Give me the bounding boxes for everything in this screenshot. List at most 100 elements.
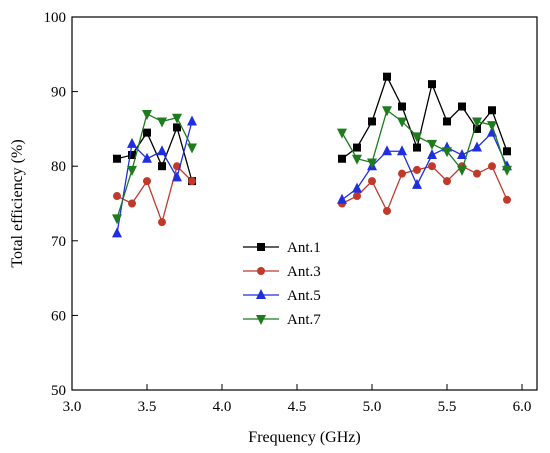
data-point (457, 165, 467, 176)
data-point (472, 141, 482, 152)
data-point (128, 151, 136, 160)
data-point (157, 145, 167, 156)
data-point (172, 171, 182, 182)
series-layer (112, 72, 512, 238)
data-point (353, 143, 361, 152)
data-point (127, 165, 137, 176)
y-tick-label: 100 (44, 10, 67, 26)
series-line (116, 113, 193, 219)
series-line (116, 121, 193, 234)
series-ant-1 (113, 72, 511, 186)
y-tick-label: 90 (51, 85, 66, 101)
data-point (352, 154, 362, 165)
data-point (353, 192, 361, 201)
data-point (143, 177, 151, 186)
data-point (367, 158, 377, 169)
data-point (143, 128, 151, 137)
data-point (113, 192, 121, 201)
data-point (352, 182, 362, 193)
data-point (443, 117, 451, 126)
legend-marker (257, 243, 265, 251)
series-ant-7 (112, 106, 512, 225)
data-point (337, 193, 347, 204)
data-point (382, 145, 392, 156)
x-tick-label: 4.0 (213, 399, 232, 415)
data-point (428, 80, 436, 89)
x-axis-title: Frequency (GHz) (248, 429, 360, 446)
data-point (473, 124, 481, 133)
data-point (413, 165, 421, 174)
legend-label: Ant.1 (287, 240, 321, 256)
x-tick-label: 5.5 (438, 399, 457, 415)
x-tick-label: 5.0 (363, 399, 382, 415)
legend-marker (256, 315, 266, 325)
data-point (368, 177, 376, 186)
data-point (398, 102, 406, 111)
data-point (443, 177, 451, 186)
data-point (397, 145, 407, 156)
data-point (113, 154, 121, 163)
y-tick-label: 70 (51, 234, 66, 250)
data-point (173, 123, 181, 132)
legend-label: Ant.7 (287, 312, 321, 328)
data-point (398, 169, 406, 178)
data-point (472, 117, 482, 128)
data-point (368, 117, 376, 126)
series-ant-3 (113, 162, 511, 227)
x-tick-label: 6.0 (513, 399, 532, 415)
y-tick-label: 50 (51, 383, 66, 399)
data-point (383, 206, 391, 215)
data-point (112, 214, 122, 225)
data-point (158, 218, 166, 227)
axes: 3.0 3.5 4.0 4.5 5.0 5.5 6.0 50 60 70 80 90 100 (44, 10, 538, 415)
plot-frame (71, 16, 538, 391)
data-point (382, 106, 392, 117)
data-point (412, 178, 422, 189)
y-tick-label: 60 (51, 308, 66, 324)
x-tick-label: 4.5 (288, 399, 307, 415)
data-point (458, 102, 466, 111)
data-point (412, 132, 422, 143)
series-line (341, 109, 508, 172)
data-point (187, 143, 197, 154)
data-point (187, 115, 197, 126)
legend-marker (257, 267, 265, 275)
data-point (157, 117, 167, 128)
legend-marker (256, 289, 266, 299)
data-point (112, 227, 122, 238)
series-line (341, 131, 508, 201)
data-point (427, 149, 437, 160)
data-point (488, 162, 496, 171)
legend: Ant.1 Ant.3 Ant.5 Ant.7 (243, 240, 321, 328)
data-point (142, 152, 152, 163)
data-point (188, 177, 196, 186)
y-tick-label: 80 (51, 159, 66, 175)
data-point (127, 137, 137, 148)
y-axis-title: Total efficiency (%) (9, 139, 26, 267)
data-point (428, 162, 436, 171)
x-tick-label: 3.0 (63, 399, 82, 415)
data-point (503, 147, 511, 156)
data-point (502, 165, 512, 176)
data-point (473, 169, 481, 178)
data-point (457, 149, 467, 160)
data-point (337, 128, 347, 139)
x-tick-label: 3.5 (138, 399, 157, 415)
data-point (158, 162, 166, 171)
data-point (427, 139, 437, 150)
legend-label: Ant.5 (287, 288, 321, 304)
data-point (383, 72, 391, 81)
data-point (397, 117, 407, 128)
data-point (413, 143, 421, 152)
data-point (488, 106, 496, 115)
data-point (142, 109, 152, 120)
data-point (442, 147, 452, 158)
data-point (487, 121, 497, 132)
data-point (172, 113, 182, 124)
series-line (116, 164, 193, 225)
legend-label: Ant.3 (287, 264, 321, 280)
data-point (128, 199, 136, 208)
series-line (341, 74, 508, 160)
data-point (503, 195, 511, 204)
